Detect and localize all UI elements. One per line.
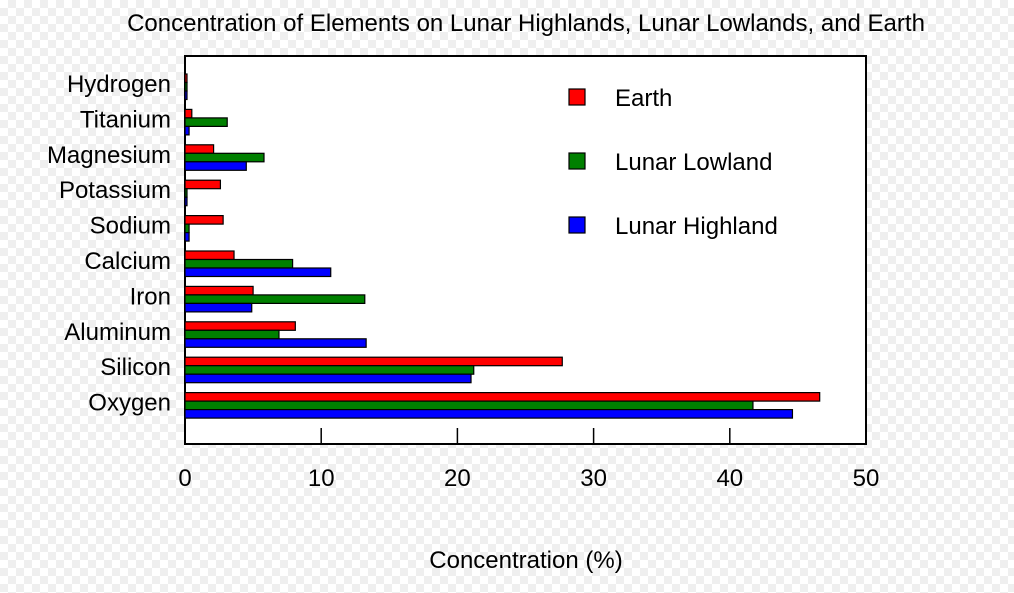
bar-lunar-lowland [184,152,265,163]
bar-lunar-highland [184,196,188,207]
bar-earth [184,144,215,154]
bar-lunar-highland [184,232,190,242]
legend-swatch-lunar-highland [568,216,586,234]
bar-earth [184,285,254,296]
bar-earth [184,321,296,331]
x-tick-label: 0 [178,465,191,492]
bar-lunar-highland [184,302,253,313]
bar-lunar-lowland [184,294,366,304]
y-axis-labels: Hydrogen Titanium Magnesium Potassium Sodium… [47,71,171,417]
y-tick-label: Silicon [100,354,171,381]
bar-earth [184,179,222,190]
legend-label: Lunar Lowland [615,149,772,176]
chart-title: Concentration of Elements on Lunar Highl… [127,10,925,37]
legend-swatch-earth [568,88,586,106]
plot-area [184,55,867,445]
bar-lunar-lowland [184,81,188,92]
legend-swatch-lunar-lowland [568,152,586,170]
x-tick-label: 20 [444,465,471,492]
x-tick-label: 10 [308,465,335,492]
bar-earth [184,392,821,402]
bar-lunar-lowland [184,117,228,128]
bar-lunar-highland [184,125,190,136]
y-tick-label: Potassium [59,177,171,204]
x-tick-label: 40 [716,465,743,492]
y-tick-label: Iron [130,283,171,310]
bars-layer [184,73,821,419]
bar-lunar-lowland [184,329,280,340]
legend-label: Lunar Highland [615,213,778,240]
y-tick-label: Calcium [84,248,171,275]
y-tick-label: Sodium [90,213,171,240]
y-tick-label: Titanium [80,106,171,133]
bar-lunar-lowland [184,365,475,375]
y-tick-label: Oxygen [88,390,171,417]
legend-label: Earth [615,85,672,112]
bar-lunar-lowland [184,400,754,411]
bar-lunar-highland [184,373,472,384]
bar-lunar-lowland [184,188,188,198]
bar-earth [184,108,193,119]
y-tick-label: Aluminum [64,319,171,346]
legend: Earth Lunar Lowland Lunar Highland [568,85,778,240]
bar-lunar-highland [184,161,247,171]
bar-earth [184,73,188,84]
y-tick-label: Magnesium [47,142,171,169]
x-axis-label: Concentration (%) [429,547,622,574]
x-tick-label: 30 [580,465,607,492]
bar-lunar-lowland [184,258,294,269]
bar-lunar-lowland [184,223,190,234]
x-tick-label: 50 [853,465,880,492]
bar-earth [184,250,235,261]
x-axis-ticks: 0 10 20 30 40 50 [178,428,879,492]
bar-lunar-highland [184,267,332,278]
bar-earth [184,215,224,225]
bar-earth [184,356,563,367]
bar-lunar-highland [184,409,794,419]
y-tick-label: Hydrogen [67,71,171,98]
bar-lunar-highland [184,338,367,348]
bar-lunar-highland [184,90,188,101]
